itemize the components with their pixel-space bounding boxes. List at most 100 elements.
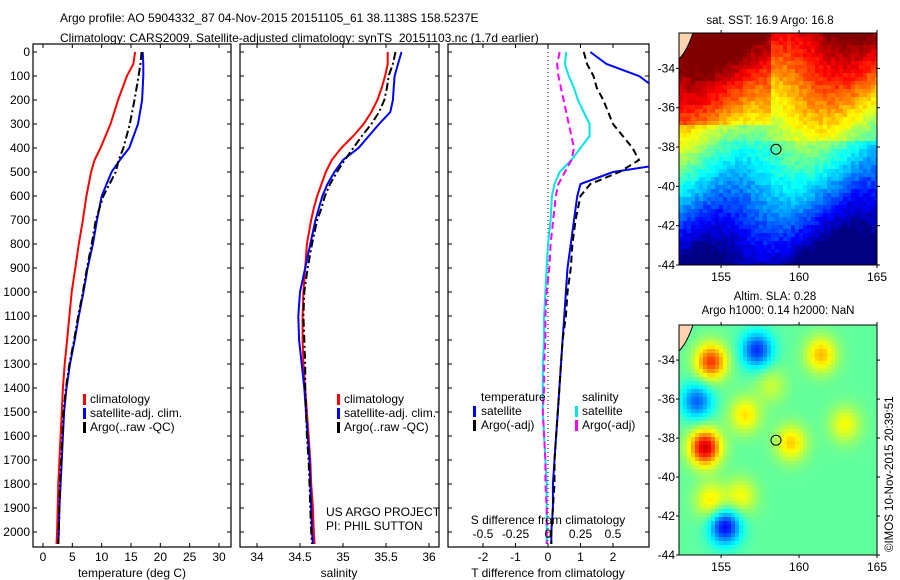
map-cell bbox=[867, 113, 872, 118]
map-cell bbox=[751, 97, 756, 102]
map-cell bbox=[775, 421, 780, 426]
map-cell bbox=[699, 93, 704, 98]
map-cell bbox=[695, 89, 700, 94]
map-cell bbox=[743, 365, 748, 370]
map-cell bbox=[739, 437, 744, 442]
map-cell bbox=[815, 225, 820, 230]
map-cell bbox=[687, 533, 692, 538]
map-cell bbox=[707, 213, 712, 218]
map-cell bbox=[775, 461, 780, 466]
map-cell bbox=[699, 261, 704, 265]
map-cell bbox=[695, 49, 700, 54]
map-cell bbox=[711, 493, 716, 498]
map-cell bbox=[759, 533, 764, 538]
map-cell bbox=[759, 125, 764, 130]
map-cell bbox=[763, 137, 768, 142]
map-cell bbox=[755, 249, 760, 254]
map-cell bbox=[775, 353, 780, 358]
map-cell bbox=[739, 353, 744, 358]
map-cell bbox=[839, 249, 844, 254]
map-cell bbox=[755, 397, 760, 402]
map-cell bbox=[699, 405, 704, 410]
map-cell bbox=[759, 373, 764, 378]
map-cell bbox=[867, 109, 872, 114]
map-cell bbox=[687, 389, 692, 394]
map-cell bbox=[827, 73, 832, 78]
map-cell bbox=[847, 101, 852, 106]
depth-tick-label: 0 bbox=[23, 45, 30, 59]
map-cell bbox=[787, 513, 792, 518]
map-cell bbox=[815, 145, 820, 150]
map-cell bbox=[775, 525, 780, 530]
map-cell bbox=[727, 541, 732, 546]
map-cell bbox=[755, 329, 760, 334]
map-cell bbox=[699, 193, 704, 198]
map-cell bbox=[707, 441, 712, 446]
map-cell bbox=[767, 69, 772, 74]
map-cell bbox=[695, 349, 700, 354]
map-cell bbox=[767, 85, 772, 90]
map-cell bbox=[735, 89, 740, 94]
map-cell bbox=[767, 157, 772, 162]
map-cell bbox=[803, 209, 808, 214]
map-cell bbox=[719, 185, 724, 190]
map-cell bbox=[775, 425, 780, 430]
map-cell bbox=[803, 173, 808, 178]
map-cell bbox=[759, 537, 764, 542]
map-cell bbox=[779, 529, 784, 534]
map-cell bbox=[799, 225, 804, 230]
map-cell bbox=[815, 209, 820, 214]
map-cell bbox=[795, 121, 800, 126]
map-cell bbox=[695, 353, 700, 358]
map-cell bbox=[683, 113, 688, 118]
map-cell bbox=[759, 529, 764, 534]
map-cell bbox=[715, 153, 720, 158]
map-cell bbox=[715, 377, 720, 382]
map-cell bbox=[723, 337, 728, 342]
map-cell bbox=[783, 409, 788, 414]
map-cell bbox=[759, 477, 764, 482]
map-cell bbox=[823, 193, 828, 198]
map-cell bbox=[835, 221, 840, 226]
map-cell bbox=[683, 101, 688, 106]
map-cell bbox=[831, 221, 836, 226]
map-cell bbox=[819, 257, 824, 262]
map-cell bbox=[831, 133, 836, 138]
map-cell bbox=[875, 197, 877, 202]
map-cell bbox=[859, 213, 864, 218]
map-cell bbox=[771, 249, 776, 254]
map-cell bbox=[751, 45, 756, 50]
legend-swatch bbox=[575, 406, 578, 417]
map-cell bbox=[767, 57, 772, 62]
map-cell bbox=[787, 325, 792, 330]
map-cell bbox=[795, 497, 800, 502]
map-cell bbox=[719, 425, 724, 430]
map-cell bbox=[739, 53, 744, 58]
map-cell bbox=[775, 57, 780, 62]
map-cell bbox=[763, 449, 768, 454]
map-cell bbox=[819, 161, 824, 166]
map-cell bbox=[723, 541, 728, 546]
map-cell bbox=[875, 69, 877, 74]
map-cell bbox=[719, 353, 724, 358]
map-cell bbox=[835, 205, 840, 210]
map-cell bbox=[683, 125, 688, 130]
map-cell bbox=[723, 401, 728, 406]
map-cell bbox=[823, 261, 828, 265]
map-cell bbox=[755, 517, 760, 522]
map-cell bbox=[723, 517, 728, 522]
map-cell bbox=[827, 169, 832, 174]
map-cell bbox=[859, 173, 864, 178]
map-cell bbox=[695, 397, 700, 402]
map-cell bbox=[779, 373, 784, 378]
map-cell bbox=[759, 141, 764, 146]
map-cell bbox=[791, 141, 796, 146]
map-cell bbox=[839, 169, 844, 174]
map-cell bbox=[815, 93, 820, 98]
map-cell bbox=[859, 53, 864, 58]
map-cell bbox=[711, 553, 716, 555]
map-cell bbox=[759, 425, 764, 430]
map-cell bbox=[731, 489, 736, 494]
map-cell bbox=[711, 489, 716, 494]
map-cell bbox=[799, 349, 804, 354]
